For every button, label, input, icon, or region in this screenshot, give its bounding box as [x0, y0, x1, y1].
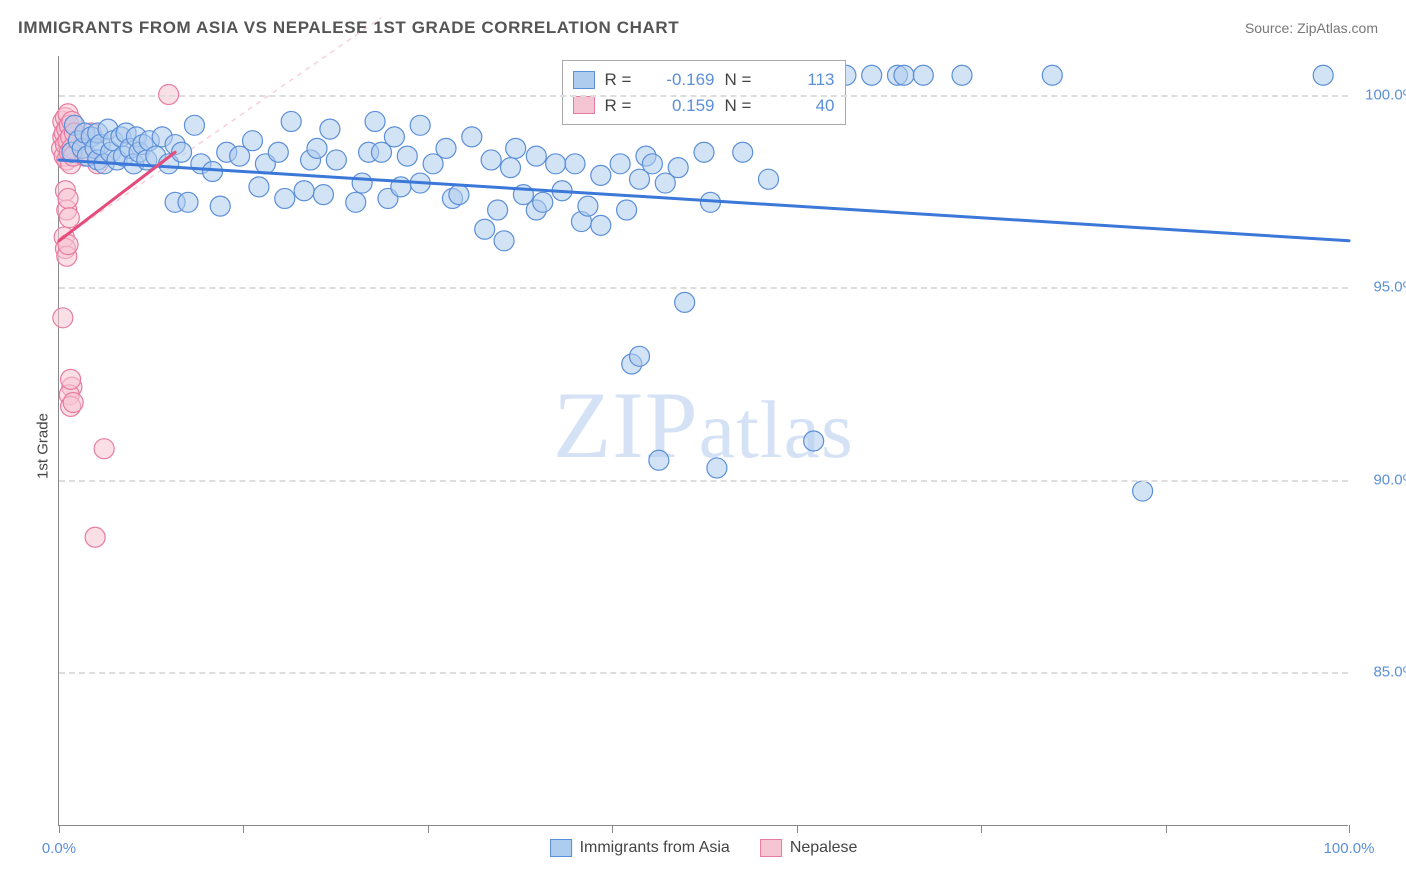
legend-swatch: [550, 839, 572, 857]
x-tick: [981, 825, 982, 833]
legend-label: Immigrants from Asia: [580, 839, 730, 856]
chart-header: IMMIGRANTS FROM ASIA VS NEPALESE 1ST GRA…: [0, 0, 1406, 46]
chart-source: Source: ZipAtlas.com: [1245, 20, 1378, 36]
chart-svg: [59, 56, 1348, 825]
y-tick-label: 95.0%: [1373, 279, 1406, 296]
y-tick-label: 90.0%: [1373, 471, 1406, 488]
x-tick: [243, 825, 244, 833]
x-tick: [59, 825, 60, 833]
legend-correlation: R =-0.169N =113R =0.159N =40: [562, 60, 846, 125]
legend-swatch: [573, 71, 595, 89]
legend-label: Nepalese: [790, 839, 858, 856]
legend-item: Nepalese: [760, 839, 858, 857]
x-tick-label: 100.0%: [1324, 840, 1375, 857]
legend-r-label: R =: [605, 67, 635, 93]
x-tick-label: 0.0%: [42, 840, 76, 857]
legend-row: R = -0.169 N = 113: [573, 67, 835, 93]
plot-area: ZIPatlas R =-0.169N =113R =0.159N =40 Im…: [58, 56, 1348, 826]
legend-n-value: 113: [765, 67, 835, 93]
x-tick: [1349, 825, 1350, 833]
y-tick-label: 100.0%: [1365, 86, 1406, 103]
x-tick: [428, 825, 429, 833]
chart-title: IMMIGRANTS FROM ASIA VS NEPALESE 1ST GRA…: [18, 18, 679, 38]
gridline: [59, 287, 1348, 289]
legend-r-value: -0.169: [645, 67, 715, 93]
gridline: [59, 95, 1348, 97]
gridline: [59, 672, 1348, 674]
y-axis-label: 1st Grade: [34, 413, 51, 479]
y-tick-label: 85.0%: [1373, 664, 1406, 681]
gridline: [59, 480, 1348, 482]
x-tick: [797, 825, 798, 833]
legend-n-label: N =: [725, 67, 755, 93]
x-tick: [1166, 825, 1167, 833]
legend-item: Immigrants from Asia: [550, 839, 730, 857]
legend-series: Immigrants from Asia Nepalese: [550, 839, 858, 857]
legend-swatch: [760, 839, 782, 857]
x-tick: [612, 825, 613, 833]
legend-swatch: [573, 96, 595, 114]
